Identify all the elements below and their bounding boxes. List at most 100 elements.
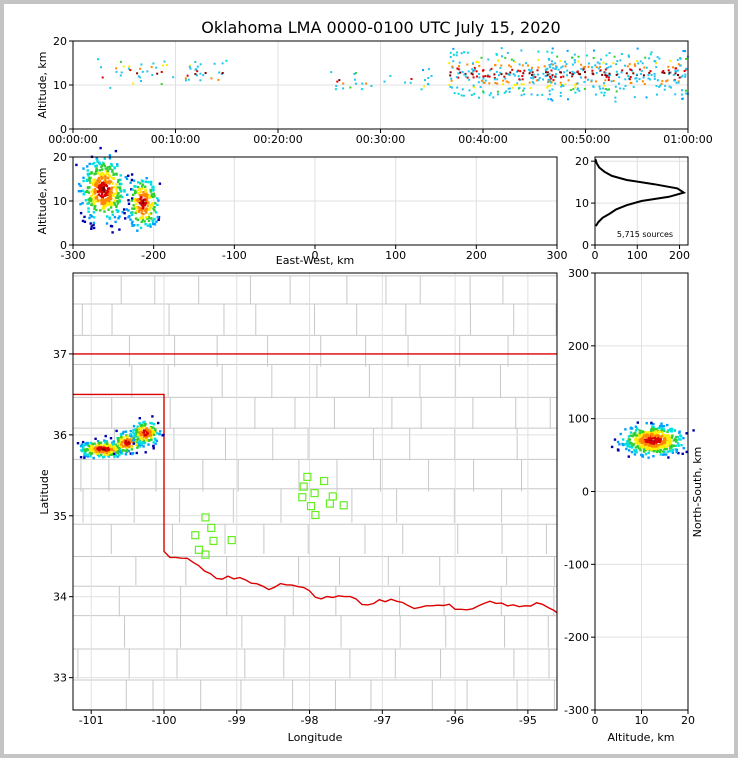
time-height-source-point bbox=[532, 77, 535, 80]
time-height-source-point bbox=[544, 75, 547, 78]
time-height-tick-label-y: 10 bbox=[53, 79, 67, 92]
north-south-source-point bbox=[680, 444, 683, 447]
east-west-source-point bbox=[117, 200, 120, 203]
east-west-source-point bbox=[105, 222, 109, 225]
time-height-source-point bbox=[548, 78, 551, 81]
time-height-source-point bbox=[528, 81, 531, 84]
east-west-source-point bbox=[113, 215, 117, 219]
north-south-source-point bbox=[671, 434, 674, 437]
east-west-source-point bbox=[108, 182, 111, 185]
time-height-source-point bbox=[624, 64, 626, 67]
north-south-source-point bbox=[643, 431, 647, 434]
time-height-source-point bbox=[464, 75, 467, 78]
north-south-source-point bbox=[667, 441, 671, 444]
east-west-source-point bbox=[127, 199, 130, 202]
time-height-source-point bbox=[560, 76, 562, 79]
time-height-tick-label-x: 00:00:00 bbox=[48, 133, 97, 146]
time-height-source-point bbox=[537, 79, 540, 82]
east-west-source-point bbox=[139, 190, 142, 193]
time-height-source-point bbox=[614, 85, 617, 88]
east-west-source-point bbox=[103, 157, 106, 160]
north-south-source-point bbox=[652, 422, 655, 426]
time-height-source-point bbox=[653, 77, 656, 80]
time-height-source-point bbox=[338, 79, 341, 82]
map-source-point bbox=[107, 446, 110, 450]
east-west-source-point bbox=[92, 223, 95, 227]
east-west-source-point bbox=[102, 183, 106, 186]
time-height-source-point bbox=[468, 89, 471, 92]
time-height-source-point bbox=[579, 73, 581, 76]
time-height-source-point bbox=[573, 61, 576, 64]
time-height-source-point bbox=[608, 52, 611, 54]
north-south-source-point bbox=[666, 450, 669, 453]
north-south-source-point bbox=[647, 456, 650, 459]
time-height-source-point bbox=[512, 59, 515, 62]
north-south-source-point bbox=[674, 435, 678, 439]
north-south-source-point bbox=[622, 443, 625, 447]
time-height-source-point bbox=[550, 81, 552, 84]
time-height-source-point bbox=[681, 74, 684, 77]
time-height-source-point bbox=[460, 94, 463, 97]
map-source-point bbox=[79, 456, 83, 459]
histogram-tick-label-y: 10 bbox=[575, 197, 589, 210]
east-west-source-point bbox=[86, 202, 89, 205]
east-west-source-point bbox=[151, 202, 154, 205]
time-height-panel: 00:00:00 00:10:00 00:20:00 00:30:00 00:40:00… bbox=[36, 35, 713, 146]
east-west-source-point bbox=[136, 218, 139, 222]
north-south-source-point bbox=[669, 444, 672, 448]
north-south-source-point bbox=[650, 432, 653, 436]
east-west-source-point bbox=[116, 186, 119, 189]
north-south-source-point bbox=[640, 453, 643, 457]
time-height-source-point bbox=[598, 85, 601, 88]
east-west-tick-label-y: 20 bbox=[53, 151, 67, 164]
map-source-point bbox=[138, 427, 141, 430]
map-source-point bbox=[133, 432, 136, 435]
map-source-point bbox=[115, 429, 118, 433]
lma-station-marker bbox=[299, 482, 308, 491]
east-west-source-point bbox=[141, 204, 144, 207]
north-south-source-point bbox=[670, 427, 673, 431]
north-south-source-point bbox=[613, 438, 617, 441]
east-west-source-point bbox=[107, 173, 111, 177]
east-west-source-point bbox=[86, 186, 90, 189]
time-height-source-point bbox=[499, 67, 502, 69]
time-height-source-point bbox=[556, 55, 559, 58]
time-height-source-point bbox=[666, 79, 669, 82]
map-source-point bbox=[122, 430, 125, 434]
time-height-source-point bbox=[639, 60, 642, 63]
east-west-source-point bbox=[142, 199, 145, 203]
east-west-source-point bbox=[146, 224, 150, 227]
map-source-point bbox=[148, 429, 151, 432]
time-height-source-point bbox=[342, 87, 345, 90]
time-height-source-point bbox=[482, 90, 485, 93]
map-source-point bbox=[149, 421, 152, 425]
map-source-point bbox=[132, 424, 136, 428]
map-source-point bbox=[99, 446, 103, 449]
north-south-source-point bbox=[654, 447, 657, 451]
map-source-point bbox=[136, 438, 140, 441]
time-height-source-point bbox=[628, 63, 631, 66]
north-south-source-point bbox=[641, 442, 645, 446]
time-height-source-point bbox=[643, 83, 646, 85]
map-ylabel: Latitude bbox=[38, 469, 51, 515]
time-height-source-point bbox=[607, 79, 610, 81]
time-height-source-point bbox=[668, 72, 670, 75]
east-west-source-point bbox=[86, 169, 89, 172]
east-west-source-point bbox=[109, 190, 113, 194]
time-height-source-point bbox=[523, 69, 526, 72]
time-height-source-point bbox=[612, 62, 615, 65]
time-height-source-point bbox=[654, 60, 657, 63]
time-height-source-point bbox=[572, 73, 575, 76]
time-height-source-point bbox=[500, 64, 503, 67]
time-height-tick-label-x: 00:30:00 bbox=[356, 133, 405, 146]
time-height-source-point bbox=[604, 68, 607, 71]
east-west-source-point bbox=[103, 190, 106, 193]
north-south-source-point bbox=[678, 430, 681, 433]
north-south-source-point bbox=[619, 432, 622, 436]
time-height-source-point bbox=[559, 91, 562, 94]
time-height-source-point bbox=[349, 86, 352, 89]
map-source-point bbox=[84, 443, 87, 446]
map-source-point bbox=[137, 445, 140, 448]
lma-station-marker bbox=[191, 531, 200, 540]
east-west-source-point bbox=[144, 180, 148, 183]
